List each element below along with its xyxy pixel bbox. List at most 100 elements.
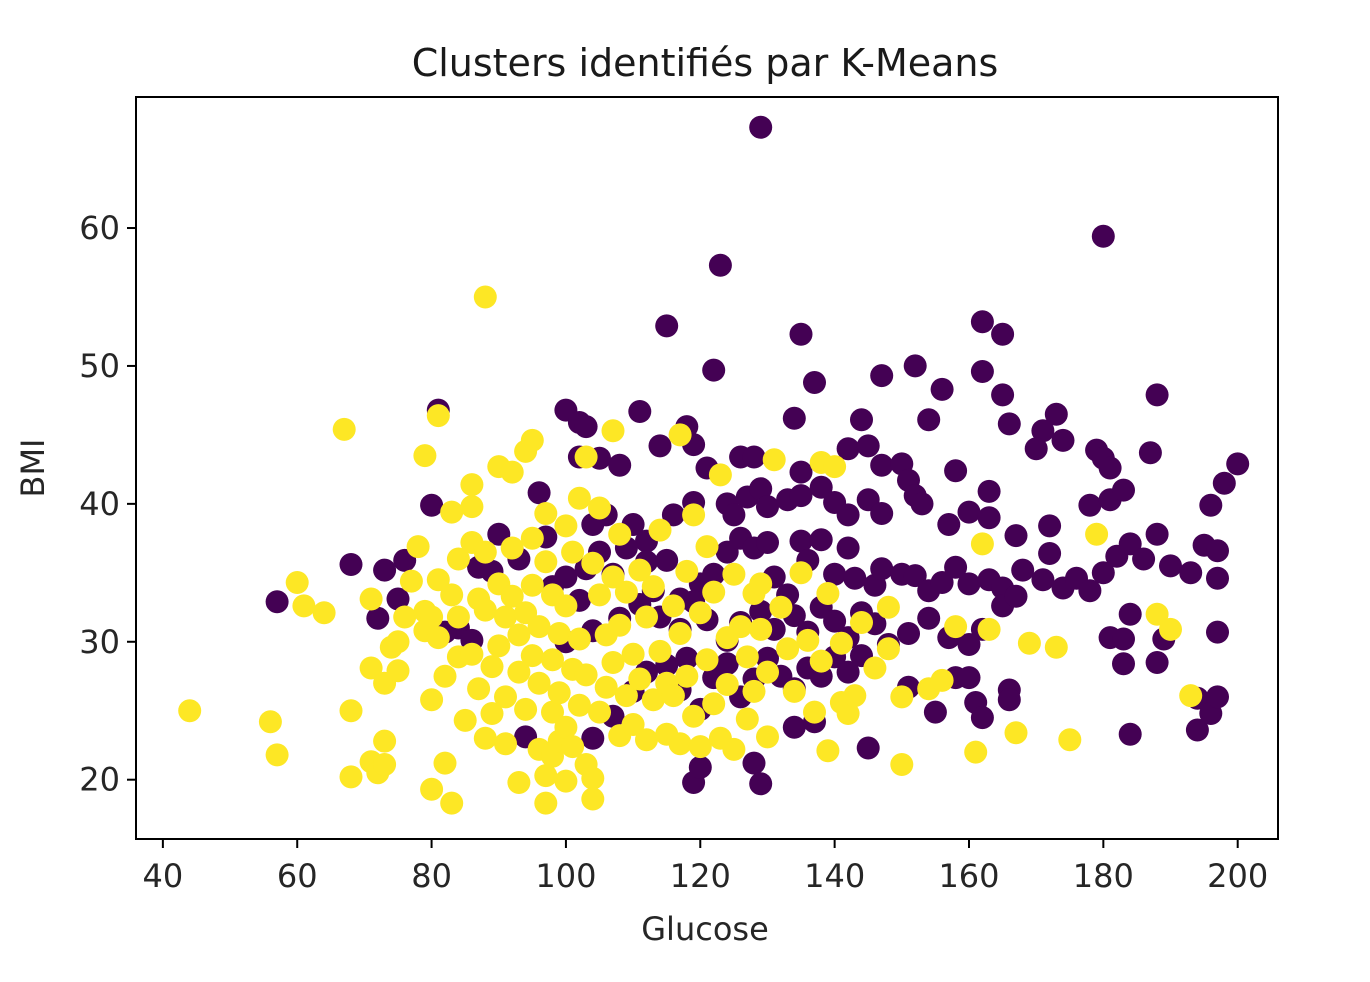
data-point	[749, 116, 772, 139]
data-point	[568, 628, 591, 651]
data-point	[474, 727, 497, 750]
x-axis-label: Glucose	[641, 910, 769, 948]
data-point	[877, 637, 900, 660]
x-tick-label: 120	[670, 857, 731, 895]
data-point	[1052, 429, 1075, 452]
data-point	[1058, 728, 1081, 751]
data-point	[602, 419, 625, 442]
data-point	[830, 632, 853, 655]
data-point	[622, 643, 645, 666]
data-point	[978, 480, 1001, 503]
data-point	[675, 560, 698, 583]
y-axis-label: BMI	[14, 439, 52, 498]
y-tick-label: 60	[79, 209, 120, 247]
data-point	[783, 680, 806, 703]
data-point	[870, 454, 893, 477]
data-point	[292, 594, 315, 617]
data-point	[696, 535, 719, 558]
data-point	[340, 765, 363, 788]
data-point	[313, 601, 336, 624]
data-point	[628, 400, 651, 423]
data-point	[521, 527, 544, 550]
data-point	[1025, 437, 1048, 460]
data-point	[373, 753, 396, 776]
data-point	[1011, 559, 1034, 582]
data-point	[743, 680, 766, 703]
data-point	[1206, 621, 1229, 644]
data-point	[642, 575, 665, 598]
data-point	[870, 557, 893, 580]
data-point	[837, 537, 860, 560]
data-point	[904, 354, 927, 377]
data-point	[340, 553, 363, 576]
data-point	[655, 314, 678, 337]
data-point	[843, 684, 866, 707]
data-point	[863, 657, 886, 680]
data-point	[467, 677, 490, 700]
data-point	[266, 590, 289, 613]
data-point	[1038, 542, 1061, 565]
data-point	[931, 378, 954, 401]
data-point	[756, 531, 779, 554]
data-point	[816, 739, 839, 762]
data-point	[911, 492, 934, 515]
data-point	[743, 446, 766, 469]
data-point	[729, 615, 752, 638]
data-point	[649, 434, 672, 457]
data-point	[387, 659, 410, 682]
data-point	[534, 550, 557, 573]
data-point	[400, 570, 423, 593]
data-point	[971, 360, 994, 383]
data-point	[897, 622, 920, 645]
data-point	[702, 359, 725, 382]
data-point	[494, 685, 517, 708]
data-point	[924, 701, 947, 724]
data-point	[575, 446, 598, 469]
data-point	[554, 514, 577, 537]
data-point	[756, 495, 779, 518]
data-point	[689, 601, 712, 624]
data-point	[776, 637, 799, 660]
x-tick-label: 80	[411, 857, 452, 895]
data-point	[427, 626, 450, 649]
data-point	[1112, 628, 1135, 651]
data-point	[1206, 567, 1229, 590]
data-point	[890, 753, 913, 776]
data-point	[1206, 685, 1229, 708]
data-point	[937, 513, 960, 536]
data-point	[440, 792, 463, 815]
data-point	[722, 738, 745, 761]
data-point	[1005, 721, 1028, 744]
data-point	[178, 699, 201, 722]
data-point	[716, 673, 739, 696]
data-point	[595, 676, 618, 699]
data-point	[689, 735, 712, 758]
data-point	[521, 429, 544, 452]
data-point	[1031, 568, 1054, 591]
data-point	[1005, 524, 1028, 547]
data-point	[1078, 494, 1101, 517]
data-point	[481, 655, 504, 678]
data-point	[340, 699, 363, 722]
data-point	[373, 559, 396, 582]
data-point	[790, 461, 813, 484]
data-point	[823, 455, 846, 478]
data-point	[978, 506, 1001, 529]
data-point	[971, 706, 994, 729]
data-point	[843, 567, 866, 590]
data-point	[803, 701, 826, 724]
data-point	[655, 549, 678, 572]
data-point	[333, 418, 356, 441]
data-point	[1038, 514, 1061, 537]
data-point	[507, 771, 530, 794]
data-point	[1179, 684, 1202, 707]
data-point	[978, 618, 1001, 641]
data-point	[608, 614, 631, 637]
data-point	[649, 640, 672, 663]
data-point	[790, 323, 813, 346]
data-point	[286, 571, 309, 594]
data-point	[958, 666, 981, 689]
y-tick-label: 40	[79, 485, 120, 523]
points-layer	[178, 116, 1249, 815]
data-point	[534, 792, 557, 815]
